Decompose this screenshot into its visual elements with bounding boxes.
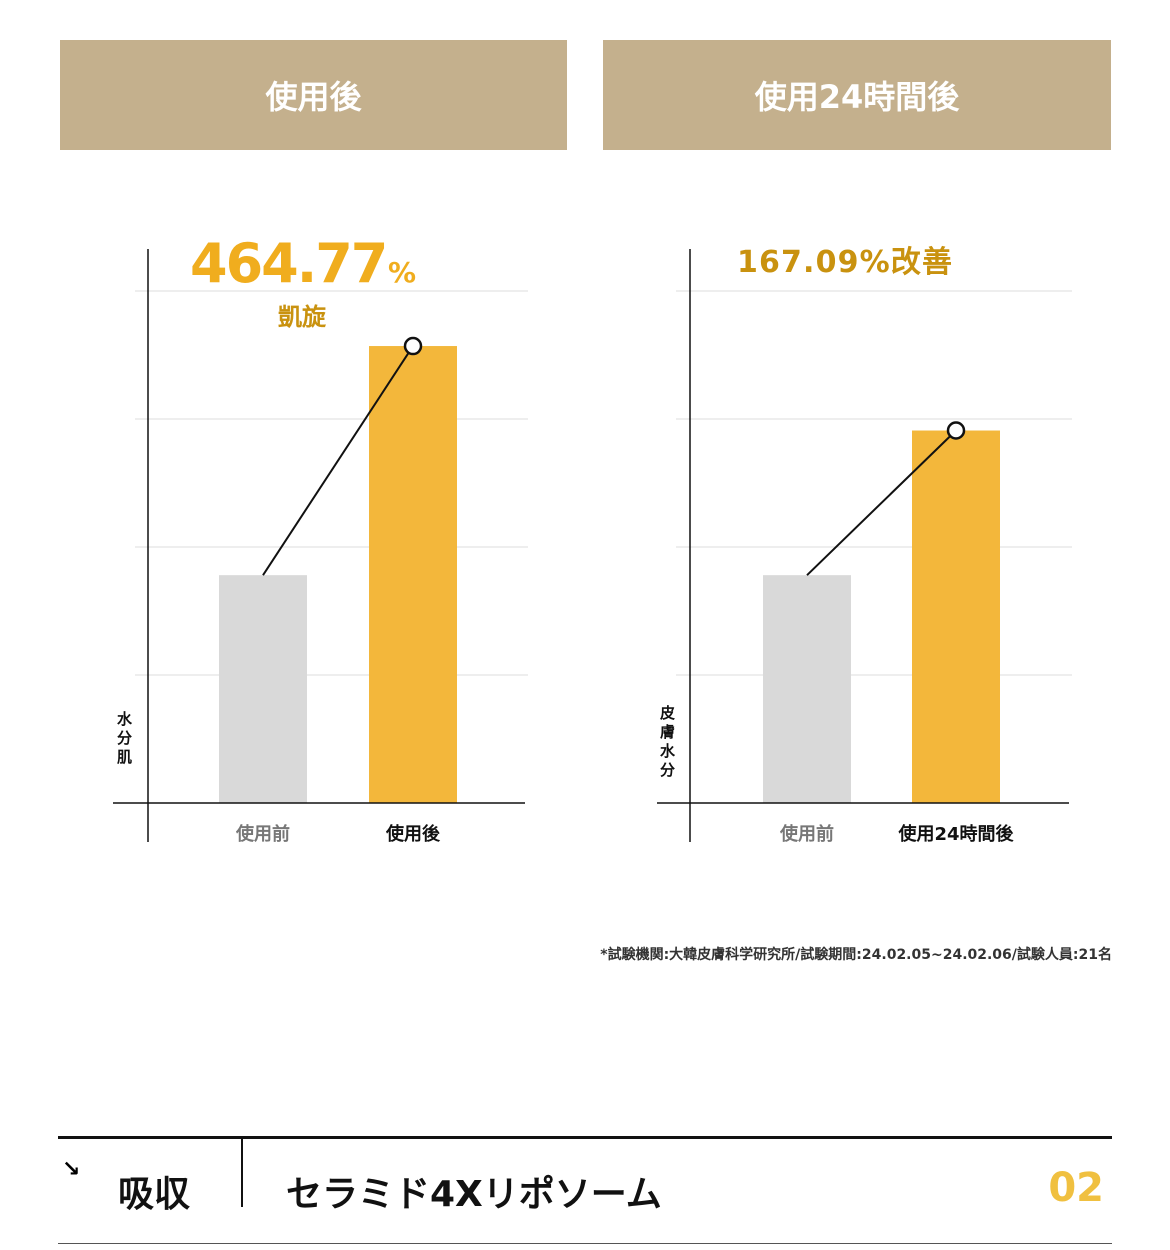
x-tick-label: 使用後 bbox=[385, 823, 441, 845]
x-tick-label: 使用前 bbox=[779, 823, 834, 845]
trend-marker bbox=[946, 421, 966, 440]
section-number: 02 bbox=[1048, 1165, 1104, 1211]
x-tick-label: 使用前 bbox=[235, 823, 290, 845]
x-tick-label: 使用24時間後 bbox=[897, 823, 1014, 845]
section-category: 吸収 bbox=[118, 1174, 191, 1215]
y-axis-label: 皮膚水分 bbox=[659, 704, 675, 779]
trend-line bbox=[806, 429, 957, 576]
bar-after bbox=[369, 346, 457, 803]
highlight-value: 464.77 bbox=[190, 232, 386, 295]
header-after-24h: 使用24時間後 bbox=[603, 40, 1111, 150]
test-note: *試験機関:大韓皮膚科学研究所/試験期間:24.02.05~24.02.06/試… bbox=[600, 947, 1112, 963]
bar-after bbox=[912, 430, 1000, 803]
section-header: ↘ 吸収 セラミド4Xリポソーム 02 bbox=[58, 1136, 1112, 1244]
highlight-sub: 凱旋 bbox=[278, 303, 327, 331]
arrow-down-right-icon: ↘ bbox=[62, 1157, 81, 1182]
trend-marker bbox=[403, 336, 423, 356]
divider bbox=[241, 1139, 243, 1207]
bar-before bbox=[219, 575, 307, 803]
y-axis-label: 水分肌 bbox=[116, 710, 132, 766]
trend-line bbox=[262, 345, 414, 576]
bar-before bbox=[763, 575, 851, 803]
highlight-value: 167.09%改善 bbox=[737, 245, 952, 280]
section-title: セラミド4Xリポソーム bbox=[286, 1174, 662, 1215]
header-after-use: 使用後 bbox=[60, 40, 567, 150]
highlight-unit: % bbox=[388, 256, 416, 289]
